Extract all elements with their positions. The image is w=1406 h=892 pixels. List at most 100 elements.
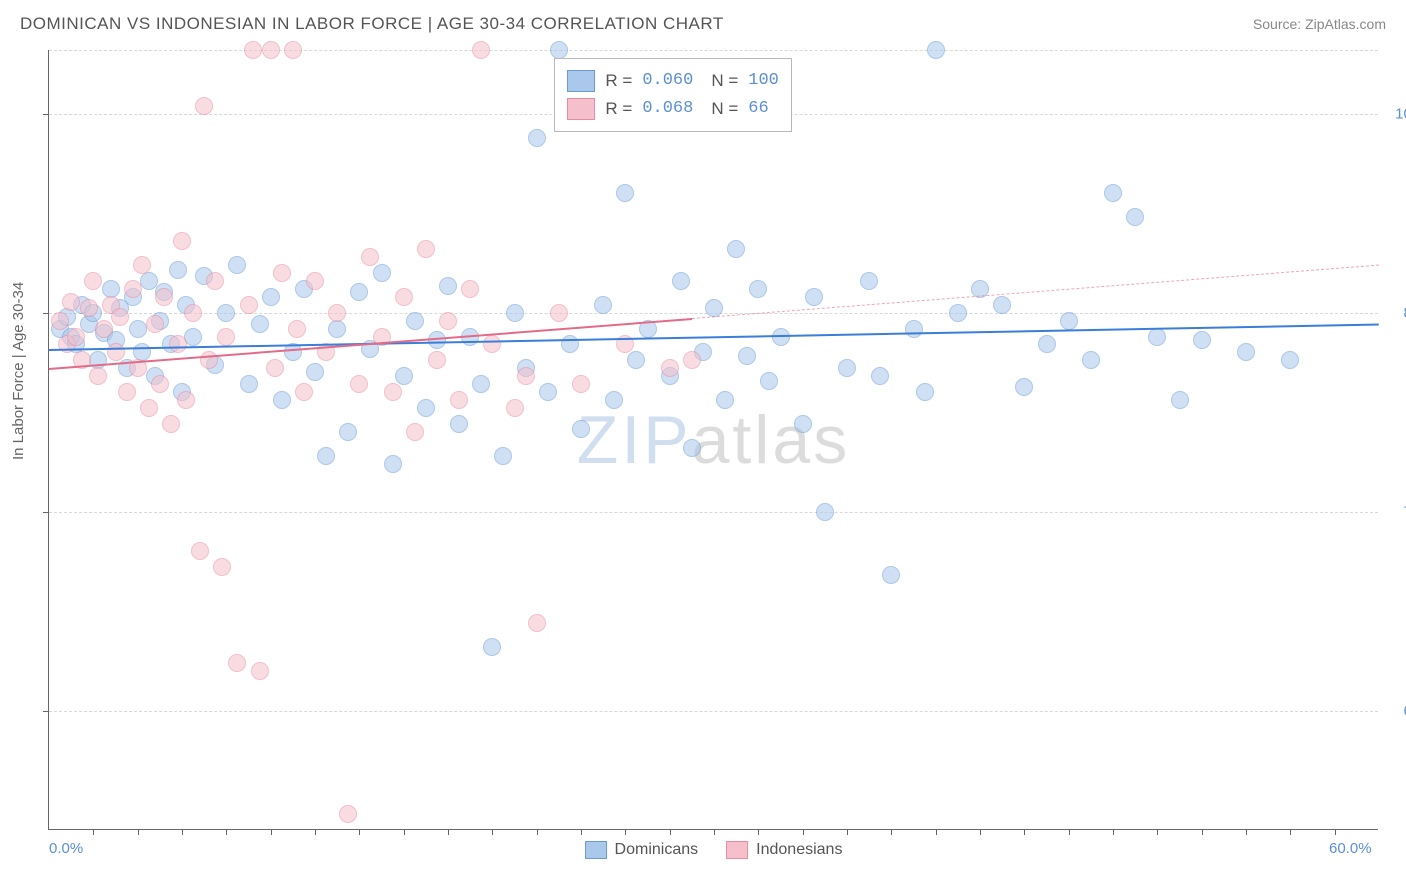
scatter-point	[916, 383, 934, 401]
scatter-point	[472, 375, 490, 393]
scatter-point	[450, 391, 468, 409]
scatter-point	[406, 423, 424, 441]
x-tick-mark	[847, 829, 848, 835]
x-tick-mark	[138, 829, 139, 835]
scatter-point	[1015, 378, 1033, 396]
x-tick-mark	[758, 829, 759, 835]
legend-item: Indonesians	[726, 841, 842, 859]
scatter-point	[288, 320, 306, 338]
scatter-point	[539, 383, 557, 401]
x-tick-mark	[537, 829, 538, 835]
x-tick-mark	[1202, 829, 1203, 835]
x-tick-mark	[670, 829, 671, 835]
x-tick-mark	[448, 829, 449, 835]
x-tick-mark	[625, 829, 626, 835]
scatter-point	[1082, 351, 1100, 369]
scatter-point	[350, 375, 368, 393]
scatter-point	[339, 423, 357, 441]
legend-swatch	[726, 841, 748, 859]
scatter-point	[727, 240, 745, 258]
legend-row: R =0.060N =100	[567, 67, 779, 95]
scatter-point	[240, 375, 258, 393]
scatter-point	[228, 256, 246, 274]
x-tick-mark	[1024, 829, 1025, 835]
scatter-point	[627, 351, 645, 369]
scatter-point	[328, 304, 346, 322]
correlation-legend: R =0.060N =100R =0.068N = 66	[554, 58, 792, 132]
scatter-point	[80, 299, 98, 317]
scatter-point	[169, 335, 187, 353]
scatter-point	[905, 320, 923, 338]
scatter-point	[169, 261, 187, 279]
r-value: 0.060	[642, 71, 693, 90]
legend-row: R =0.068N = 66	[567, 95, 779, 123]
scatter-point	[572, 375, 590, 393]
x-tick-mark	[492, 829, 493, 835]
scatter-point	[993, 296, 1011, 314]
scatter-point	[1038, 335, 1056, 353]
series-legend: Dominicans Indonesians	[585, 841, 843, 859]
scatter-point	[395, 367, 413, 385]
scatter-point	[517, 367, 535, 385]
scatter-point	[177, 391, 195, 409]
scatter-point	[273, 391, 291, 409]
scatter-point	[129, 320, 147, 338]
scatter-point	[738, 347, 756, 365]
scatter-point	[133, 256, 151, 274]
scatter-point	[1171, 391, 1189, 409]
scatter-point	[528, 129, 546, 147]
scatter-point	[124, 280, 142, 298]
scatter-point	[705, 299, 723, 317]
x-tick-mark	[226, 829, 227, 835]
r-label: R =	[605, 99, 632, 119]
scatter-point	[217, 328, 235, 346]
scatter-point	[62, 293, 80, 311]
x-tick-mark	[404, 829, 405, 835]
scatter-point	[155, 288, 173, 306]
scatter-point	[860, 272, 878, 290]
scatter-point	[1281, 351, 1299, 369]
scatter-point	[1126, 208, 1144, 226]
scatter-point	[191, 542, 209, 560]
scatter-point	[816, 503, 834, 521]
scatter-point	[384, 383, 402, 401]
scatter-point	[683, 351, 701, 369]
scatter-point	[428, 351, 446, 369]
scatter-point	[483, 638, 501, 656]
scatter-point	[594, 296, 612, 314]
watermark-zip: ZIP	[577, 402, 692, 478]
y-tick-label: 75.0%	[1386, 503, 1406, 520]
scatter-point	[882, 566, 900, 584]
legend-swatch	[567, 98, 595, 120]
scatter-point	[871, 367, 889, 385]
n-value: 66	[748, 99, 768, 118]
scatter-point	[760, 372, 778, 390]
scatter-point	[251, 315, 269, 333]
scatter-point	[217, 304, 235, 322]
x-tick-mark	[1335, 829, 1336, 835]
x-tick-mark	[1069, 829, 1070, 835]
x-tick-mark	[1113, 829, 1114, 835]
legend-label: Dominicans	[615, 841, 699, 859]
scatter-point	[461, 280, 479, 298]
scatter-point	[306, 363, 324, 381]
scatter-point	[373, 264, 391, 282]
x-tick-mark	[980, 829, 981, 835]
scatter-point	[350, 283, 368, 301]
r-value: 0.068	[642, 99, 693, 118]
scatter-point	[339, 805, 357, 823]
x-tick-label: 0.0%	[49, 840, 83, 857]
x-tick-mark	[714, 829, 715, 835]
scatter-point	[317, 447, 335, 465]
scatter-point	[240, 296, 258, 314]
scatter-point	[173, 232, 191, 250]
scatter-point	[84, 272, 102, 290]
x-tick-mark	[803, 829, 804, 835]
n-value: 100	[748, 71, 779, 90]
scatter-point	[67, 328, 85, 346]
x-tick-mark	[271, 829, 272, 835]
scatter-point	[749, 280, 767, 298]
scatter-point	[439, 277, 457, 295]
scatter-chart: ZIPatlas 62.5%75.0%87.5%100.0%0.0%60.0%R…	[48, 50, 1378, 830]
scatter-point	[151, 375, 169, 393]
